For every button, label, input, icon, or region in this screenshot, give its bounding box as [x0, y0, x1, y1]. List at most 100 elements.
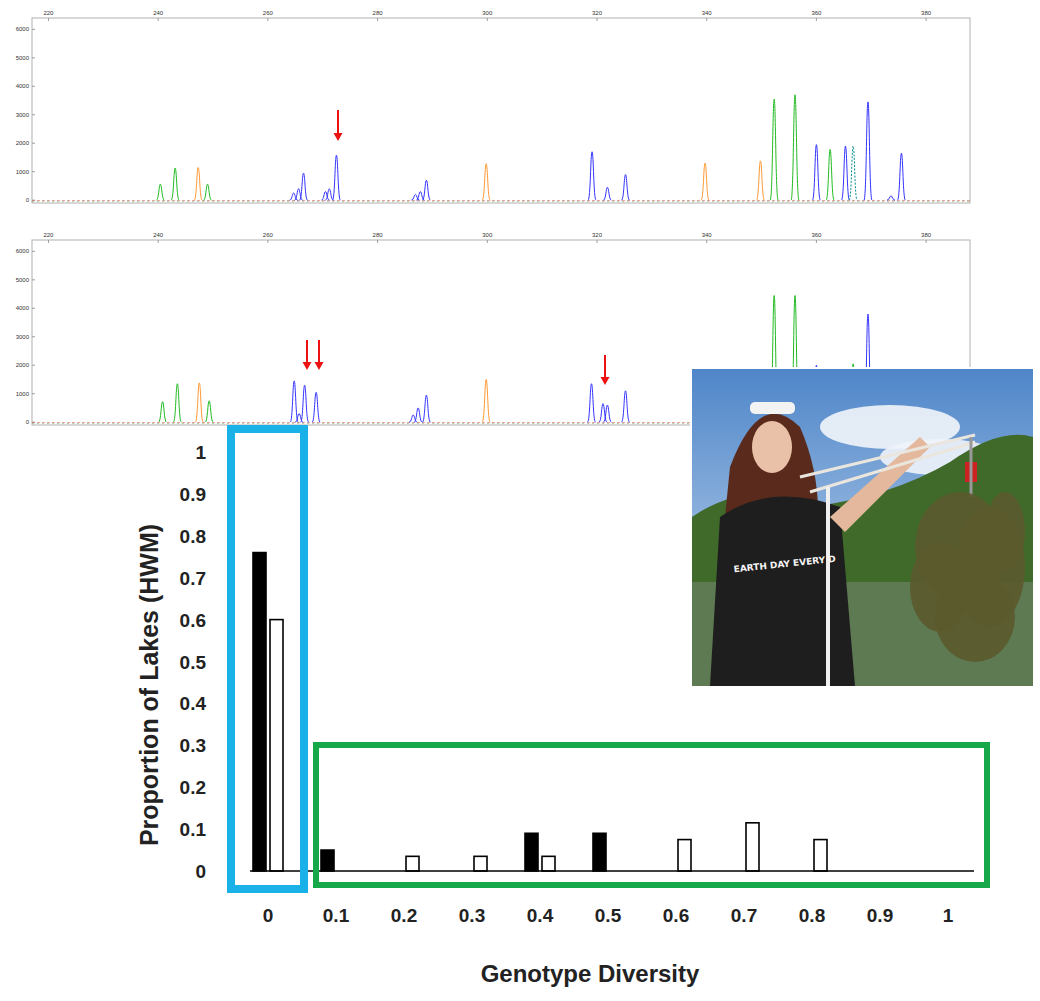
y-tick	[32, 251, 35, 252]
peak	[290, 381, 298, 422]
x-axis-title: Genotype Diversity	[481, 960, 700, 987]
y-tick	[32, 29, 35, 30]
x-tick-label: 0.7	[731, 905, 757, 926]
x-tick-label: 0.9	[867, 905, 893, 926]
y-tick-label: 5000	[16, 277, 30, 283]
y-tick-label: 1	[195, 442, 206, 463]
peak	[422, 395, 430, 422]
y-tick-label: 0.3	[180, 735, 206, 756]
x-tick	[926, 18, 927, 21]
peak	[603, 187, 611, 200]
x-tick	[706, 240, 707, 243]
x-tick-label: 0.5	[595, 905, 622, 926]
peak	[325, 189, 333, 200]
bar	[746, 823, 759, 871]
bar	[270, 620, 283, 871]
peak	[301, 385, 309, 422]
y-tick-label: 1000	[16, 391, 30, 397]
x-tick-label: 300	[482, 10, 493, 16]
x-tick-label: 1	[943, 905, 954, 926]
peak	[195, 383, 203, 422]
y-tick-label: 4000	[16, 83, 30, 89]
x-tick-label: 0.6	[663, 905, 689, 926]
y-tick-label: 3000	[16, 112, 30, 118]
arrow-head	[315, 362, 324, 370]
weed-clump	[935, 572, 1015, 662]
bar	[321, 850, 334, 871]
x-tick	[487, 18, 488, 21]
y-tick	[32, 86, 35, 87]
peak	[204, 184, 212, 200]
arrow-head	[601, 377, 610, 385]
peak	[414, 408, 422, 422]
peak	[422, 180, 430, 200]
x-tick-label: 0.2	[391, 905, 417, 926]
x-tick	[706, 18, 707, 21]
x-tick-label: 320	[592, 10, 603, 16]
y-tick	[32, 114, 35, 115]
red-arrow	[334, 110, 343, 141]
y-tick-label: 6000	[16, 26, 30, 32]
peak	[332, 155, 340, 200]
bar	[406, 856, 419, 871]
y-tick-label: 5000	[16, 55, 30, 61]
x-tick-label: 0.4	[527, 905, 554, 926]
bar	[678, 840, 691, 871]
x-tick-label: 260	[263, 10, 274, 16]
blue-box	[231, 429, 304, 889]
x-tick-label: 300	[482, 232, 493, 238]
arm	[830, 437, 930, 532]
x-tick	[377, 240, 378, 243]
x-tick-label: 380	[921, 10, 932, 16]
x-tick-label: 0.3	[459, 905, 485, 926]
rope	[800, 435, 975, 477]
shirt-text: EARTH DAY EVERY D	[733, 554, 836, 575]
bar-chart: 00.10.20.30.40.50.60.70.80.9100.10.20.30…	[135, 429, 987, 987]
peak	[756, 161, 764, 200]
bar	[253, 553, 266, 871]
peaks	[32, 95, 970, 202]
peak	[897, 153, 905, 200]
weed-clump	[985, 492, 1025, 572]
peak	[194, 167, 202, 200]
red-arrow	[303, 340, 312, 370]
peak	[588, 152, 596, 200]
arrow-head	[334, 133, 343, 141]
peak	[312, 392, 320, 422]
peak	[482, 164, 490, 200]
y-tick	[32, 336, 35, 337]
bar	[525, 833, 538, 871]
y-tick-label: 6000	[16, 248, 30, 254]
y-tick-label: 0.9	[180, 484, 206, 505]
x-tick-label: 0.8	[799, 905, 825, 926]
face	[752, 421, 792, 473]
y-tick	[32, 308, 35, 309]
x-tick	[267, 18, 268, 21]
peak	[770, 99, 778, 200]
x-tick-label: 380	[921, 232, 932, 238]
peak	[701, 163, 709, 200]
peak	[588, 384, 596, 422]
x-tick	[816, 240, 817, 243]
x-tick	[596, 18, 597, 21]
peak	[171, 168, 179, 200]
x-tick	[267, 240, 268, 243]
peak	[482, 379, 490, 422]
x-tick-label: 220	[43, 232, 54, 238]
shirt	[710, 497, 855, 686]
x-axis-line	[250, 870, 974, 872]
arrow-shaft	[337, 110, 339, 135]
bar	[814, 840, 827, 871]
y-tick-label: 0.7	[180, 568, 206, 589]
y-tick-label: 0.2	[180, 777, 206, 798]
bar	[474, 856, 487, 871]
x-tick	[158, 18, 159, 21]
y-tick	[32, 143, 35, 144]
y-tick-label: 0.5	[180, 652, 207, 673]
peak	[622, 175, 630, 201]
photo-border	[690, 367, 1035, 688]
x-tick-label: 240	[153, 232, 164, 238]
y-tick-label: 1000	[16, 169, 30, 175]
arrow-shaft	[604, 355, 606, 379]
y-tick-label: 0	[26, 419, 30, 425]
